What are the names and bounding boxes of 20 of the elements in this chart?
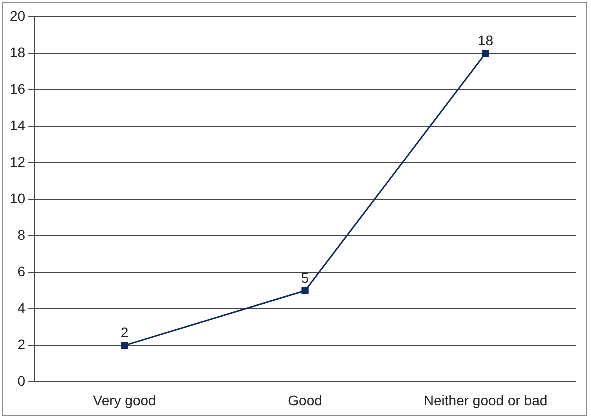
y-tick-label: 20 [10, 8, 26, 24]
point [121, 342, 128, 350]
y-tick-label: 6 [18, 264, 26, 280]
y-tick-label: 8 [18, 226, 26, 243]
y-tick-label: 16 [10, 80, 26, 97]
point [302, 287, 309, 294]
y-tick-label: 18 [10, 44, 26, 60]
y-tick-label: 0 [18, 373, 26, 390]
y-tick-label: 10 [10, 190, 26, 206]
data-label: 5 [301, 270, 310, 286]
y-tick-label: 4 [18, 300, 26, 316]
data-label: 2 [120, 324, 129, 341]
x-tick-label: Very good [93, 392, 156, 408]
data-label: 18 [478, 32, 494, 48]
x-tick-label: Neither good or bad [424, 392, 548, 408]
y-tick-label: 12 [10, 154, 26, 170]
point [482, 50, 490, 58]
y-tick-label: 2 [18, 336, 26, 353]
y-tick-label: 14 [10, 117, 26, 134]
x-tick-label: Good [288, 392, 322, 408]
